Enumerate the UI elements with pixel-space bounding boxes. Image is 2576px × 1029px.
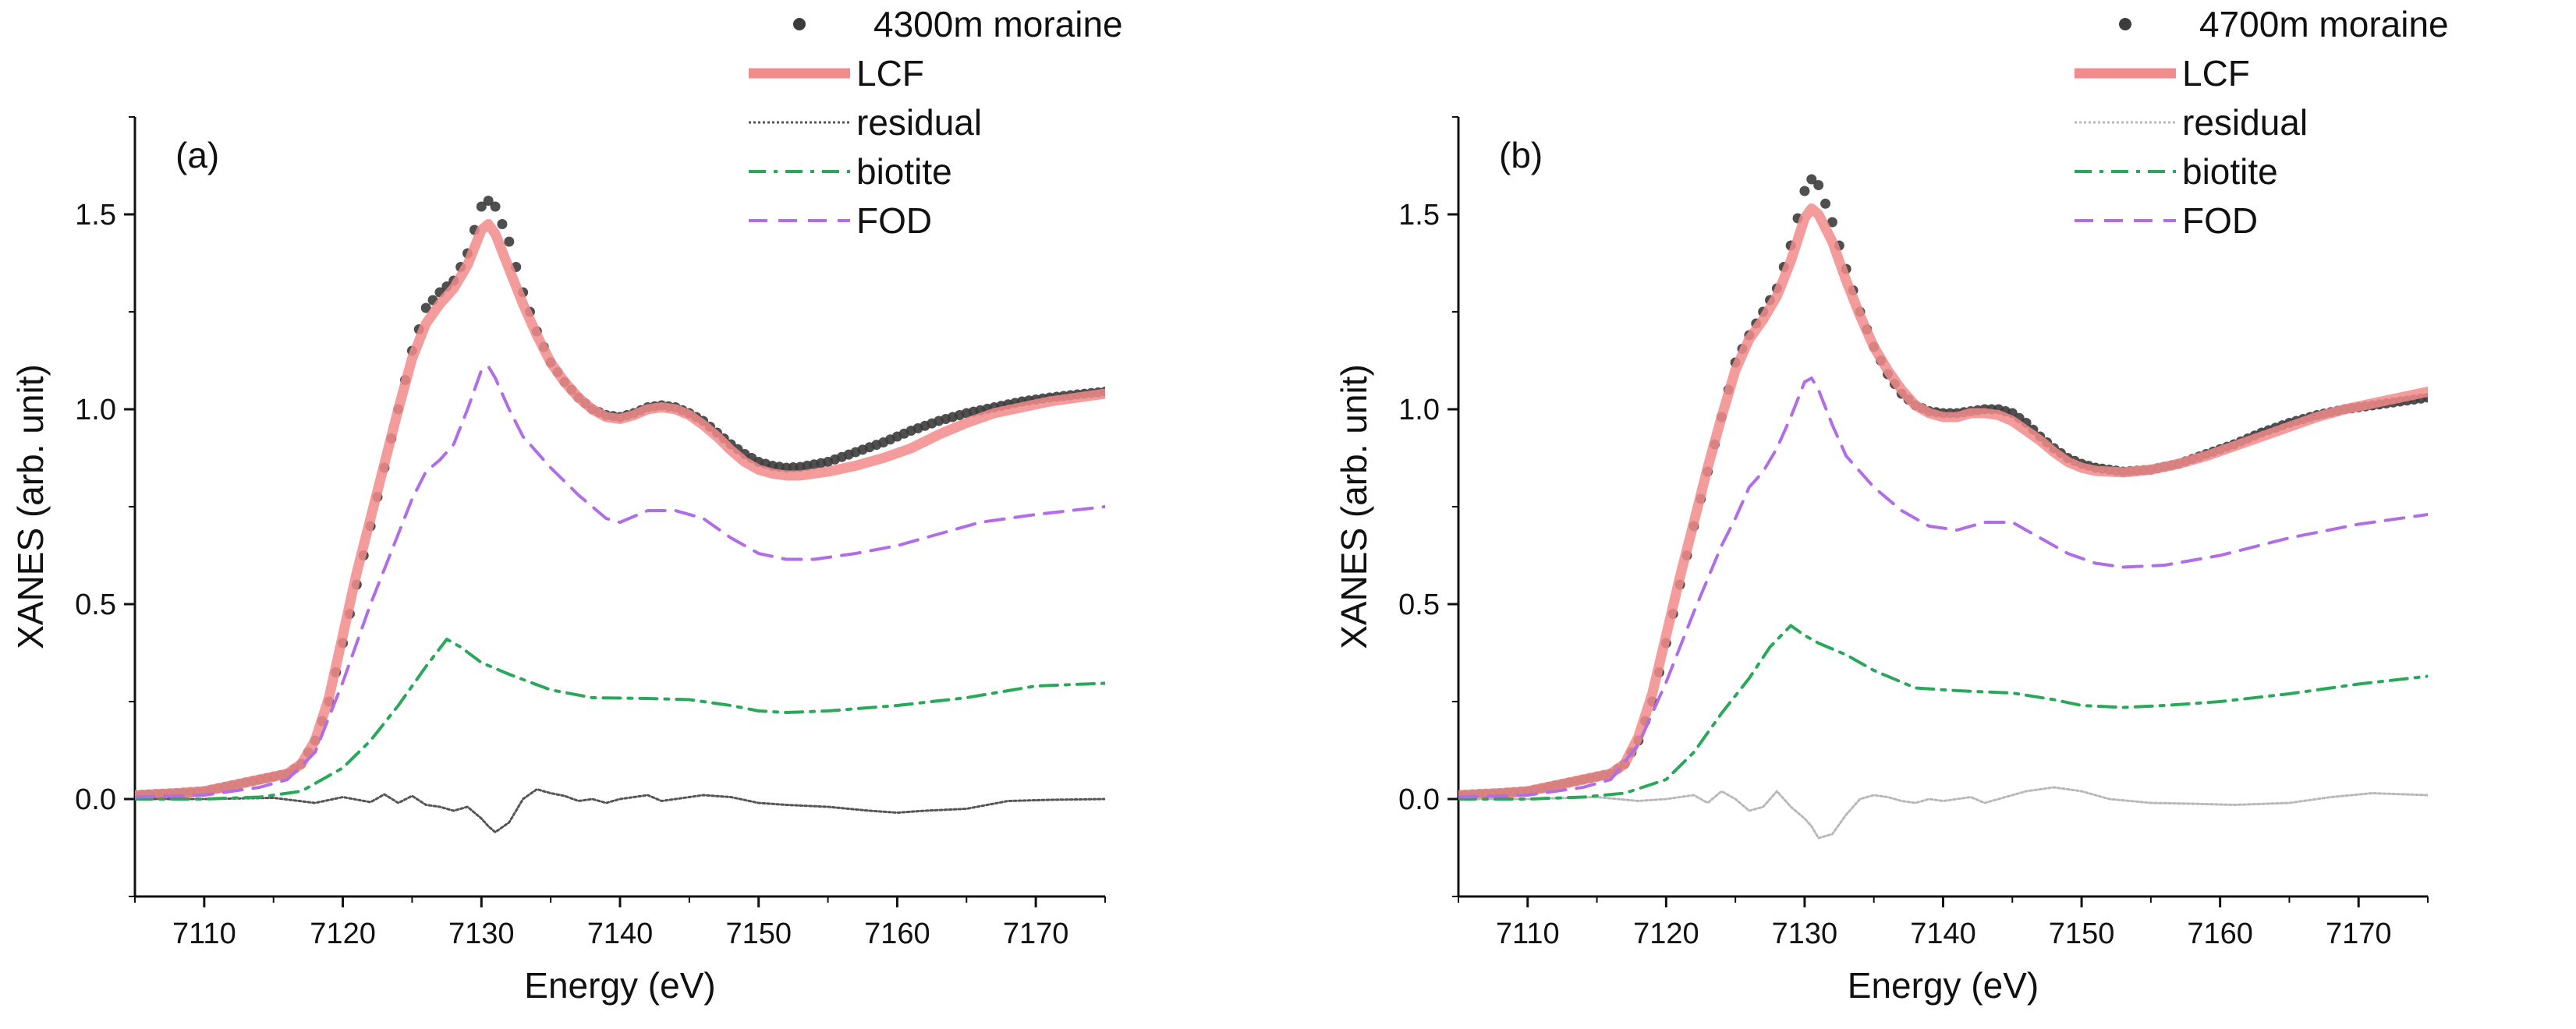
series-residual-line <box>135 788 1105 833</box>
series-lcf-line <box>1458 203 2428 801</box>
x-tick-label: 7140 <box>1910 918 1976 950</box>
y-axis-title: XANES (arb. unit) <box>10 364 51 649</box>
x-tick-label: 7130 <box>448 918 515 950</box>
x-tick-label: 7170 <box>1003 918 1069 950</box>
x-axis-title: Energy (eV) <box>524 965 715 1006</box>
data-point <box>1806 174 1817 185</box>
legend-label-4700m-moraine: 4700m moraine <box>2199 4 2449 44</box>
data-point <box>497 219 508 229</box>
y-tick-label: 1.0 <box>1398 394 1440 426</box>
data-point <box>490 201 501 212</box>
data-point <box>1820 198 1831 209</box>
y-axis-title: XANES (arb. unit) <box>1334 364 1374 649</box>
legend-marker-4700m-moraine <box>2119 18 2131 30</box>
series-4700m-moraine <box>1458 174 2428 801</box>
series-biotite-line <box>135 638 1105 801</box>
x-tick-label: 7150 <box>725 918 792 950</box>
x-tick-label: 7120 <box>1633 918 1699 950</box>
legend-label-lcf: LCF <box>856 53 924 94</box>
data-point <box>483 196 494 206</box>
x-tick-label: 7120 <box>310 918 376 950</box>
series-fod-line <box>135 365 1105 799</box>
series-lcf-line <box>135 219 1105 801</box>
y-tick-label: 0.5 <box>1398 589 1440 621</box>
y-tick-label: 0.0 <box>75 783 116 816</box>
legend-marker-4300m-moraine <box>793 18 806 30</box>
chart-panel-b: 7110 7120 7130 7140 7150 7160 7170 0.0 0.5 1.0 1.5… <box>1334 4 2449 1006</box>
series-biotite-line <box>1458 624 2428 801</box>
x-tick-label: 7160 <box>864 918 930 950</box>
y-tick-label: 1.5 <box>1398 199 1440 232</box>
legend-label-fod: FOD <box>2182 200 2258 241</box>
legend-label-residual: residual <box>2182 102 2308 143</box>
data-point <box>476 201 487 212</box>
panel-label: (a) <box>175 135 219 175</box>
y-tick-label: 0.0 <box>1398 783 1440 816</box>
x-tick-label: 7140 <box>587 918 654 950</box>
legend-label-biotite: biotite <box>2182 151 2278 192</box>
x-axis-title: Energy (eV) <box>1848 965 2039 1006</box>
legend-label-residual: residual <box>856 102 982 143</box>
chart-panel-a: 7110 7120 7130 7140 7150 7160 7170 0.0 0.5 1.0 1.5… <box>10 4 1123 1006</box>
y-tick-label: 1.0 <box>75 394 116 426</box>
legend-label-4300m-moraine: 4300m moraine <box>873 4 1123 44</box>
x-tick-label: 7160 <box>2187 918 2253 950</box>
x-tick-label: 7150 <box>2049 918 2115 950</box>
legend-label-fod: FOD <box>856 200 932 241</box>
x-tick-label: 7130 <box>1772 918 1838 950</box>
x-tick-label: 7110 <box>172 918 236 950</box>
data-point <box>1799 186 1810 196</box>
series-4300m-moraine <box>135 196 1105 801</box>
y-tick-label: 0.5 <box>75 589 116 621</box>
data-point <box>1827 217 1837 228</box>
data-point <box>504 236 515 247</box>
legend-label-lcf: LCF <box>2182 53 2250 94</box>
x-tick-label: 7170 <box>2326 918 2392 950</box>
data-point <box>1813 180 1824 190</box>
data-point <box>420 302 431 313</box>
series-fod-line <box>1458 377 2428 799</box>
y-tick-label: 1.5 <box>75 199 116 232</box>
legend-label-biotite: biotite <box>856 151 952 192</box>
legend: 4300m moraine LCF residual biotite FOD <box>749 4 1123 241</box>
series-residual-line <box>1458 786 2428 840</box>
plot-area <box>1458 174 2428 840</box>
x-tick-label: 7110 <box>1496 918 1560 950</box>
plot-area <box>135 196 1105 833</box>
legend: 4700m moraine LCF residual biotite FOD <box>2075 4 2449 241</box>
panel-label: (b) <box>1499 135 1543 175</box>
